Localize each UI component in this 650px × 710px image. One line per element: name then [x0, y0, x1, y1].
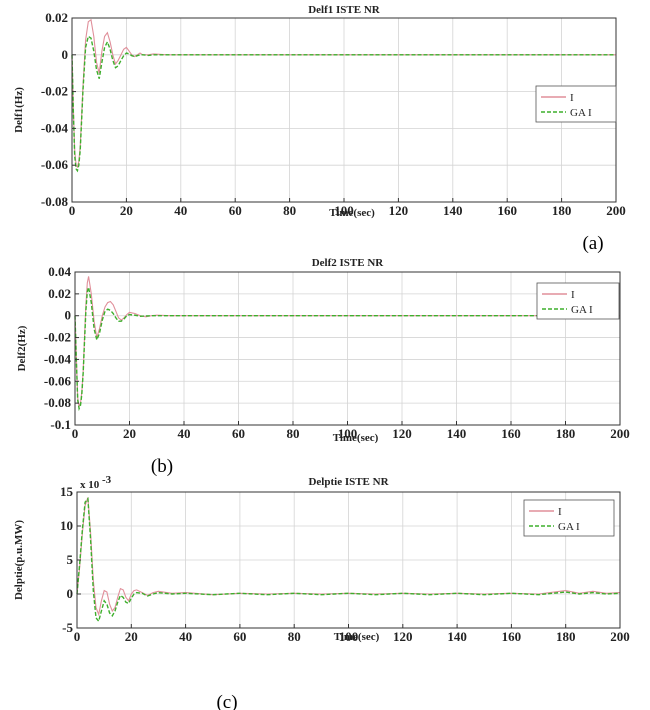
x-tick-label: 200 [610, 426, 630, 441]
y-tick-label: -0.1 [50, 417, 71, 432]
y-tick-label: 0 [65, 308, 72, 323]
x-tick-label: 40 [178, 426, 191, 441]
x-tick-label: 140 [447, 629, 467, 644]
legend-box [535, 85, 617, 123]
y-tick-label: -0.08 [44, 395, 72, 410]
y-tick-label: 10 [60, 518, 73, 533]
y-tick-label: 0.04 [48, 264, 71, 279]
x-tick-label: 160 [497, 203, 517, 218]
panel-b: 0 20 40 60 80 100 120 140 160 180 200 0.04 0.02 0 -0.0… [16, 257, 630, 477]
panel-label: (b) [151, 456, 173, 477]
chart-title: Delf1 ISTE NR [308, 4, 381, 16]
x-tick-label: 0 [69, 203, 76, 218]
panel-label: (c) [216, 692, 237, 710]
x-tick-label: 200 [606, 203, 626, 218]
x-tick-label: 120 [389, 203, 409, 218]
y-tick-label: -5 [62, 620, 73, 635]
y-tick-label: 5 [67, 552, 74, 567]
legend-entry: I [570, 92, 574, 104]
panel-label: (a) [582, 233, 603, 254]
series-line-i [71, 18, 616, 169]
legend: I GA I [523, 499, 615, 537]
x-axis-label: Time(sec) [333, 432, 379, 444]
y-tick-label: -0.06 [41, 157, 69, 172]
y-axis-exponent-power: -3 [102, 474, 112, 486]
y-tick-label: 0 [67, 586, 74, 601]
x-tick-label: 160 [502, 629, 522, 644]
panel-c: 0 20 40 60 80 100 120 140 160 180 200151050-5Delpt… [13, 474, 630, 710]
x-tick-label: 80 [287, 426, 300, 441]
y-tick-label: -0.02 [41, 84, 68, 99]
x-tick-label: 120 [392, 426, 412, 441]
x-tick-label: 120 [393, 629, 413, 644]
legend-entry: GA I [570, 107, 592, 119]
y-axis-label: Delf1(Hz) [13, 87, 25, 133]
x-tick-label: 40 [174, 203, 187, 218]
legend: I GA I [536, 282, 620, 320]
x-tick-label: 180 [556, 426, 576, 441]
x-tick-label: 140 [443, 203, 463, 218]
series-line-ga-i [76, 496, 621, 623]
y-axis-label: Delptie(p.u.MW) [13, 520, 25, 600]
legend-entry: I [558, 506, 562, 518]
legend-entry: GA I [558, 521, 580, 533]
x-tick-label: 200 [610, 629, 630, 644]
legend-entry: GA I [571, 304, 593, 316]
x-tick-label: 100 [338, 426, 358, 441]
x-tick-label: 20 [123, 426, 136, 441]
y-tick-label: 15 [60, 484, 74, 499]
series-line-ga-i [71, 35, 616, 173]
x-tick-label: 20 [120, 203, 133, 218]
y-axis-label: Delf2(Hz) [16, 325, 28, 371]
y-tick-label: 0 [62, 47, 69, 62]
panel-a: 0 20 40 60 80 100 120 140 160 180 200 0.02 0 -0.02 -0.… [13, 4, 626, 254]
x-tick-label: 100 [339, 629, 359, 644]
y-tick-label: -0.04 [41, 120, 69, 135]
legend-box [523, 499, 615, 537]
chart-title: Delptie ISTE NR [308, 476, 389, 488]
x-tick-label: 0 [74, 629, 81, 644]
x-axis-label: Time(sec) [334, 631, 380, 643]
y-tick-label: -0.04 [44, 351, 72, 366]
x-tick-label: 60 [232, 426, 245, 441]
x-tick-label: 80 [283, 203, 296, 218]
x-tick-label: 180 [556, 629, 576, 644]
legend: I GA I [535, 85, 617, 123]
x-tick-label: 0 [72, 426, 79, 441]
y-tick-label: -0.08 [41, 194, 69, 209]
series-line-ga-i [74, 287, 620, 412]
x-tick-label: 80 [288, 629, 301, 644]
x-axis-label: Time(sec) [329, 207, 375, 219]
y-axis-exponent: x 10 [80, 479, 100, 491]
y-tick-label: 0.02 [45, 10, 68, 25]
legend-entry: I [571, 289, 575, 301]
x-tick-label: 20 [125, 629, 138, 644]
x-tick-label: 40 [179, 629, 192, 644]
y-tick-label: -0.02 [44, 330, 71, 345]
x-tick-label: 60 [233, 629, 246, 644]
x-tick-label: 140 [447, 426, 467, 441]
x-tick-label: 160 [501, 426, 521, 441]
x-tick-label: 180 [552, 203, 572, 218]
y-tick-label: 0.02 [48, 286, 71, 301]
y-tick-label: -0.06 [44, 373, 72, 388]
legend-box [536, 282, 620, 320]
chart-title: Delf2 ISTE NR [312, 257, 385, 269]
x-tick-label: 60 [229, 203, 242, 218]
x-tick-label: 100 [334, 203, 354, 218]
